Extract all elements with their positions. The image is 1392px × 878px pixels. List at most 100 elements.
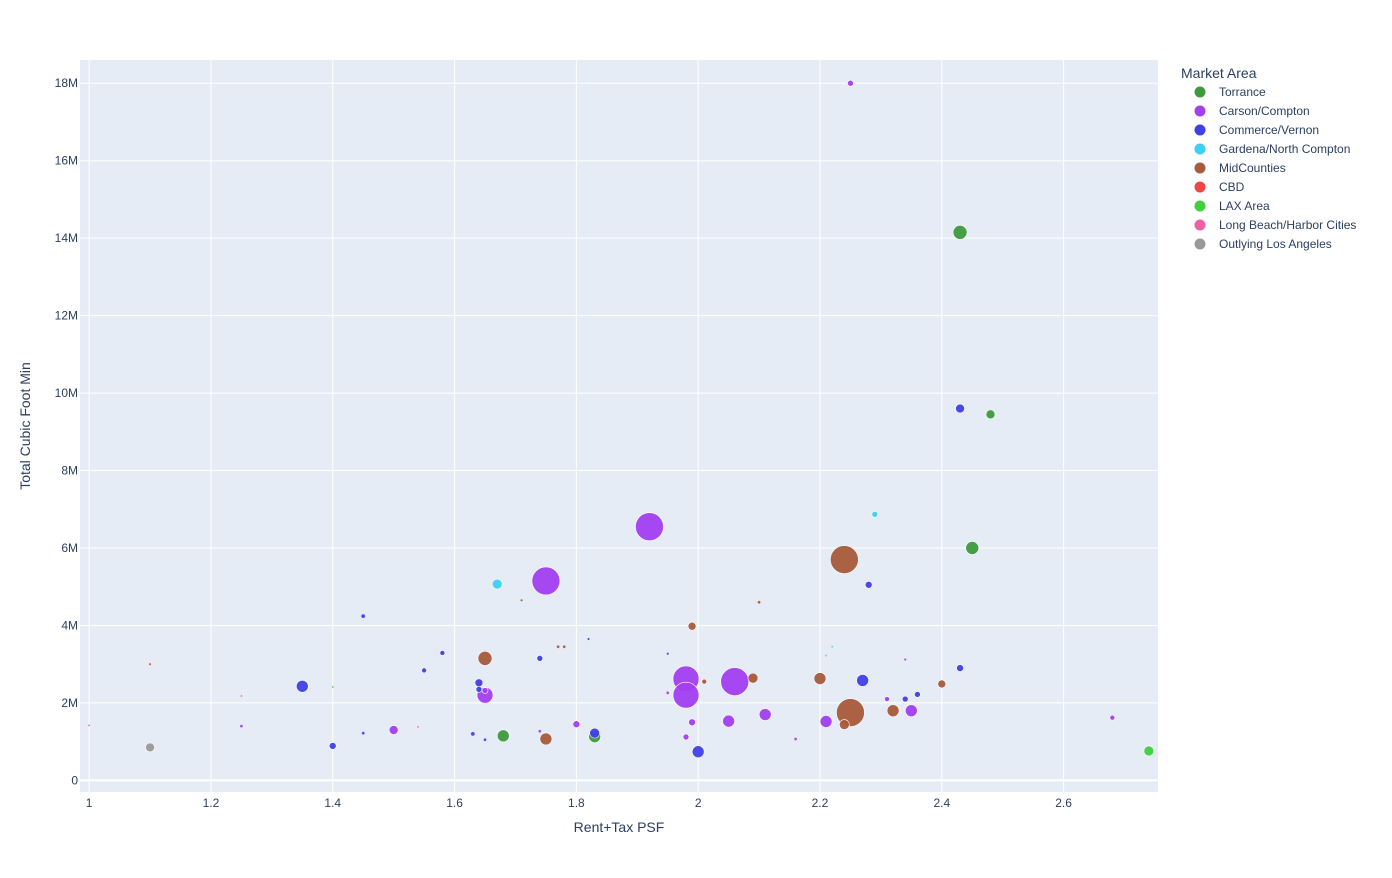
- data-point[interactable]: [587, 637, 590, 641]
- data-point[interactable]: [562, 645, 566, 649]
- data-point[interactable]: [536, 655, 544, 662]
- data-point[interactable]: [886, 704, 900, 717]
- data-point[interactable]: [477, 651, 493, 666]
- x-tick-label: 1.8: [568, 796, 585, 810]
- data-point[interactable]: [722, 714, 735, 728]
- data-point[interactable]: [416, 725, 420, 729]
- data-point[interactable]: [864, 580, 873, 589]
- data-point[interactable]: [884, 696, 890, 702]
- data-point[interactable]: [470, 731, 475, 737]
- data-point[interactable]: [589, 727, 600, 739]
- data-point[interactable]: [148, 662, 152, 666]
- data-point[interactable]: [830, 545, 859, 574]
- data-point[interactable]: [672, 681, 700, 709]
- data-point[interactable]: [955, 403, 965, 414]
- data-point[interactable]: [361, 731, 365, 735]
- legend-marker-icon: [1194, 200, 1206, 212]
- data-point[interactable]: [239, 724, 243, 728]
- data-point[interactable]: [701, 678, 708, 685]
- data-point[interactable]: [839, 719, 850, 730]
- data-point[interactable]: [985, 409, 996, 420]
- y-tick-label: 8M: [61, 464, 78, 478]
- legend-marker-icon: [1194, 143, 1206, 155]
- data-point[interactable]: [819, 715, 833, 728]
- legend-item[interactable]: Gardena/North Compton: [1194, 142, 1351, 156]
- data-point[interactable]: [539, 732, 553, 746]
- data-point[interactable]: [421, 667, 427, 674]
- data-point[interactable]: [856, 674, 869, 687]
- data-point[interactable]: [483, 738, 487, 742]
- x-tick-label: 2.6: [1055, 796, 1072, 810]
- y-tick-label: 6M: [61, 541, 78, 555]
- data-point[interactable]: [496, 729, 510, 743]
- data-point[interactable]: [914, 691, 921, 698]
- legend-item[interactable]: LAX Area: [1194, 199, 1271, 213]
- data-point[interactable]: [813, 672, 827, 685]
- legend-item[interactable]: Commerce/Vernon: [1194, 123, 1320, 137]
- data-point[interactable]: [531, 566, 561, 596]
- y-tick-label: 0: [71, 773, 78, 787]
- legend-item[interactable]: MidCounties: [1194, 161, 1286, 175]
- data-point[interactable]: [481, 687, 489, 694]
- data-point[interactable]: [475, 686, 483, 693]
- data-point[interactable]: [538, 729, 542, 733]
- data-point[interactable]: [240, 694, 243, 698]
- data-point[interactable]: [1143, 745, 1155, 757]
- legend-marker-icon: [1194, 105, 1206, 117]
- legend[interactable]: Market Area Torrance Carson/Compton Commer…: [1181, 65, 1356, 251]
- data-point[interactable]: [871, 511, 879, 518]
- data-point[interactable]: [691, 745, 705, 759]
- data-point[interactable]: [361, 614, 366, 619]
- data-point[interactable]: [905, 704, 918, 717]
- data-point[interactable]: [439, 650, 446, 656]
- data-point[interactable]: [937, 679, 947, 689]
- data-point[interactable]: [388, 725, 399, 735]
- legend-item[interactable]: Long Beach/Harbor Cities: [1194, 218, 1357, 232]
- x-tick-label: 2: [695, 796, 702, 810]
- data-point[interactable]: [145, 742, 155, 753]
- data-point[interactable]: [903, 658, 907, 661]
- data-point[interactable]: [847, 79, 854, 87]
- data-point[interactable]: [556, 645, 560, 649]
- axis-ticks: 1 1.2 1.4 1.6 1.8 2 2.2 2.4 2.6 0 2M 4M 6M 8M 10M 12M 14…: [55, 76, 1073, 810]
- data-point[interactable]: [831, 645, 834, 648]
- legend-item[interactable]: Outlying Los Angeles: [1194, 237, 1332, 251]
- legend-marker-icon: [1194, 86, 1206, 98]
- data-point[interactable]: [688, 718, 696, 727]
- x-tick-label: 2.2: [812, 796, 829, 810]
- legend-label: Long Beach/Harbor Cities: [1219, 218, 1356, 232]
- data-point[interactable]: [328, 742, 337, 750]
- legend-item[interactable]: CBD: [1194, 180, 1245, 194]
- data-point[interactable]: [824, 654, 828, 657]
- data-point[interactable]: [956, 664, 964, 672]
- data-markers[interactable]: [88, 79, 1155, 759]
- legend-items[interactable]: Torrance Carson/Compton Commerce/Vernon Gar…: [1194, 85, 1357, 251]
- data-point[interactable]: [295, 679, 309, 693]
- data-point[interactable]: [666, 691, 670, 695]
- data-point[interactable]: [952, 225, 968, 240]
- y-tick-label: 2M: [61, 696, 78, 710]
- data-point[interactable]: [88, 724, 91, 727]
- data-point[interactable]: [682, 733, 690, 741]
- legend-item[interactable]: Carson/Compton: [1194, 104, 1310, 118]
- data-point[interactable]: [520, 598, 523, 602]
- legend-marker-icon: [1194, 124, 1206, 136]
- data-point[interactable]: [757, 600, 761, 604]
- data-point[interactable]: [687, 621, 697, 631]
- legend-item[interactable]: Torrance: [1194, 85, 1267, 99]
- data-point[interactable]: [901, 695, 909, 703]
- data-point[interactable]: [474, 678, 484, 688]
- data-point[interactable]: [635, 512, 664, 541]
- data-point[interactable]: [666, 652, 670, 656]
- data-point[interactable]: [331, 685, 334, 689]
- y-tick-label: 16M: [55, 154, 78, 168]
- data-point[interactable]: [491, 578, 503, 590]
- data-point[interactable]: [965, 541, 980, 555]
- x-tick-label: 1: [86, 796, 93, 810]
- data-point[interactable]: [720, 667, 750, 696]
- data-point[interactable]: [572, 720, 581, 729]
- data-point[interactable]: [747, 672, 759, 684]
- data-point[interactable]: [794, 737, 798, 741]
- data-point[interactable]: [1109, 714, 1116, 721]
- data-point[interactable]: [758, 708, 772, 721]
